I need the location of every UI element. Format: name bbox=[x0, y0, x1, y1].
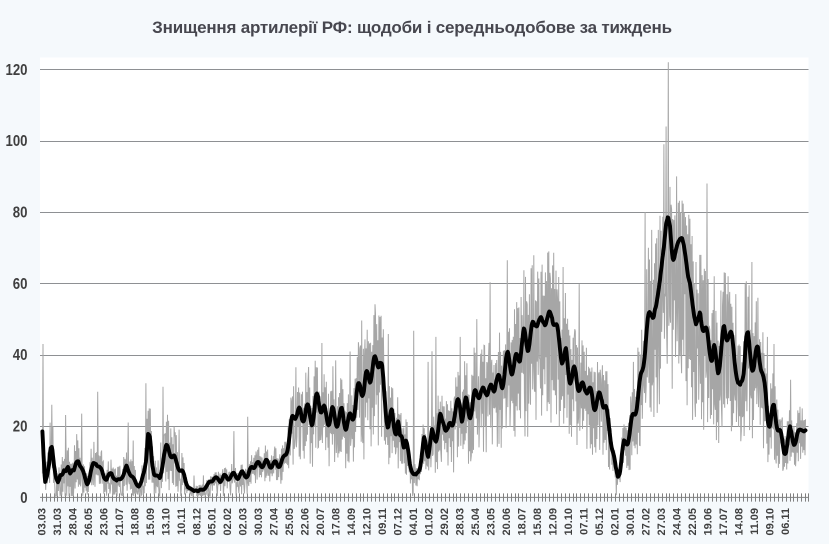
svg-text:14.08: 14.08 bbox=[734, 508, 746, 536]
svg-text:120: 120 bbox=[6, 62, 28, 79]
svg-text:02.01: 02.01 bbox=[610, 508, 622, 536]
svg-text:26.05: 26.05 bbox=[83, 508, 95, 536]
svg-text:25.05: 25.05 bbox=[284, 508, 296, 536]
svg-text:02.03: 02.03 bbox=[238, 508, 250, 536]
svg-text:11.09: 11.09 bbox=[749, 508, 761, 535]
svg-text:07.12: 07.12 bbox=[393, 508, 405, 536]
svg-text:0: 0 bbox=[20, 490, 27, 507]
svg-text:05.01: 05.01 bbox=[207, 508, 219, 536]
svg-text:13.10: 13.10 bbox=[160, 508, 172, 536]
svg-text:29.02: 29.02 bbox=[439, 508, 451, 536]
svg-text:28.04: 28.04 bbox=[67, 507, 79, 535]
svg-text:09.11: 09.11 bbox=[377, 508, 389, 535]
svg-text:30.03: 30.03 bbox=[253, 508, 265, 536]
svg-text:20: 20 bbox=[13, 419, 28, 436]
svg-text:08.12: 08.12 bbox=[191, 508, 203, 536]
svg-text:20.07: 20.07 bbox=[315, 508, 327, 536]
svg-text:25.04: 25.04 bbox=[470, 507, 482, 535]
svg-text:80: 80 bbox=[13, 205, 28, 222]
svg-text:04.01: 04.01 bbox=[408, 508, 420, 536]
svg-text:09.10: 09.10 bbox=[765, 508, 777, 536]
svg-text:27.03: 27.03 bbox=[656, 508, 668, 536]
svg-text:12.10: 12.10 bbox=[362, 508, 374, 536]
svg-text:15.09: 15.09 bbox=[145, 508, 157, 536]
svg-text:10.10: 10.10 bbox=[563, 508, 575, 536]
svg-text:18.08: 18.08 bbox=[129, 508, 141, 536]
svg-text:40: 40 bbox=[13, 347, 28, 364]
svg-text:07.11: 07.11 bbox=[579, 508, 591, 535]
svg-text:06.11: 06.11 bbox=[780, 508, 792, 535]
svg-text:21.07: 21.07 bbox=[114, 508, 126, 536]
svg-text:05.12: 05.12 bbox=[594, 508, 606, 536]
svg-text:23.05: 23.05 bbox=[486, 508, 498, 536]
svg-text:02.02: 02.02 bbox=[222, 508, 234, 536]
svg-text:20.06: 20.06 bbox=[501, 508, 513, 536]
svg-text:15.08: 15.08 bbox=[532, 508, 544, 536]
svg-text:100: 100 bbox=[6, 133, 28, 150]
svg-text:01.02: 01.02 bbox=[424, 508, 436, 536]
svg-text:18.07: 18.07 bbox=[517, 508, 529, 536]
svg-text:31.03: 31.03 bbox=[52, 508, 64, 536]
svg-text:17.07: 17.07 bbox=[718, 508, 730, 536]
svg-text:19.06: 19.06 bbox=[703, 508, 715, 536]
svg-text:14.09: 14.09 bbox=[346, 508, 358, 536]
svg-text:22.06: 22.06 bbox=[300, 508, 312, 536]
svg-text:17.08: 17.08 bbox=[331, 508, 343, 536]
svg-text:03.03: 03.03 bbox=[36, 508, 48, 536]
svg-text:60: 60 bbox=[13, 276, 28, 293]
svg-text:22.05: 22.05 bbox=[687, 508, 699, 536]
svg-text:10.11: 10.11 bbox=[176, 508, 188, 535]
svg-text:30.01: 30.01 bbox=[625, 508, 637, 536]
svg-text:23.06: 23.06 bbox=[98, 508, 110, 536]
svg-text:27.02: 27.02 bbox=[641, 508, 653, 536]
svg-text:12.09: 12.09 bbox=[548, 508, 560, 536]
svg-text:27.04: 27.04 bbox=[269, 507, 281, 535]
svg-text:28.03: 28.03 bbox=[455, 508, 467, 536]
svg-text:Знищення артилерії РФ: щодоби: Знищення артилерії РФ: щодоби і середньо… bbox=[152, 18, 672, 37]
svg-text:24.04: 24.04 bbox=[672, 507, 684, 535]
